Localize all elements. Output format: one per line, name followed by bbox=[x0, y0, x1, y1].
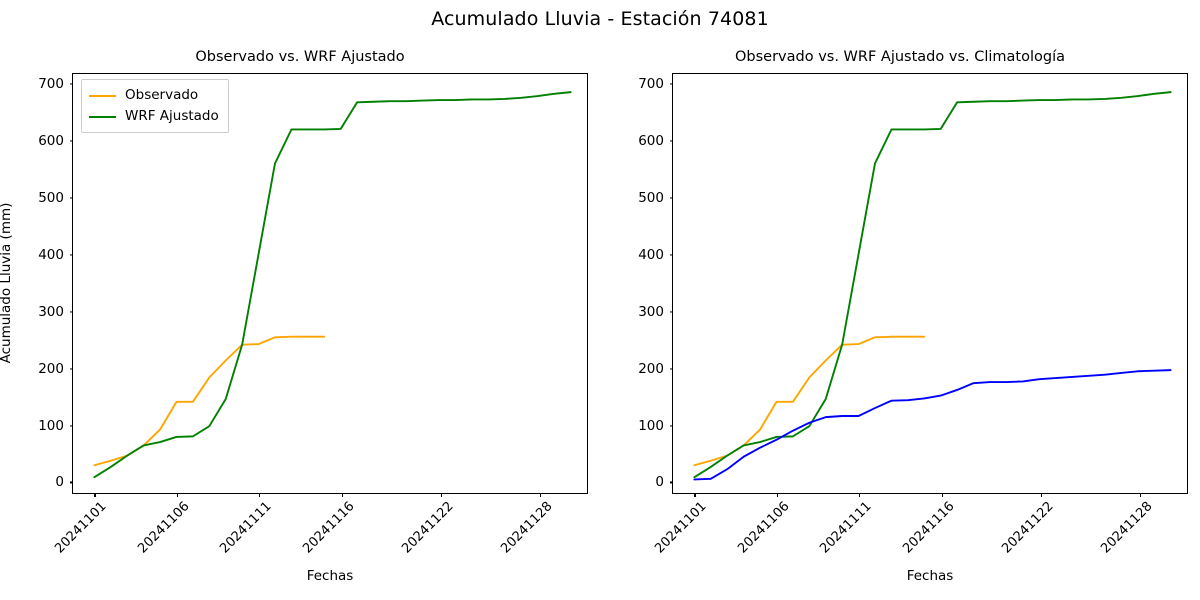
ytick-mark-left-3 bbox=[69, 311, 73, 313]
ytick-mark-left-7 bbox=[69, 83, 73, 85]
legend-item-left-0[interactable]: Observado bbox=[89, 85, 219, 106]
ytick-label-left-6: 600 bbox=[38, 133, 64, 150]
ytick-mark-right-7 bbox=[669, 83, 673, 85]
xtick-label-right-3: 20241116 bbox=[899, 499, 958, 557]
ytick-label-left-4: 400 bbox=[38, 246, 64, 263]
legend-label: WRF Ajustado bbox=[125, 107, 219, 124]
xtick-label-right-0: 20241101 bbox=[652, 499, 711, 557]
ytick-label-right-4: 400 bbox=[638, 246, 664, 263]
panel-left: Observado vs. WRF Ajustado Acumulado Llu… bbox=[0, 49, 588, 584]
ytick-mark-right-0 bbox=[669, 481, 673, 484]
panel-left-plot-area: 0 100 200 300 400 500 600 700 20241101 20241106 20… bbox=[38, 73, 588, 556]
ytick-mark-right-4 bbox=[669, 254, 673, 256]
ytick-mark-right-2 bbox=[669, 368, 673, 370]
line-observado bbox=[94, 337, 324, 466]
xtick-mark-right-2 bbox=[859, 493, 861, 497]
xtick-label-left-1: 20241106 bbox=[135, 499, 193, 557]
ytick-label-right-2: 200 bbox=[638, 360, 664, 377]
ytick-label-left-2: 200 bbox=[38, 360, 64, 377]
panel-right-title: Observado vs. WRF Ajustado vs. Climatolo… bbox=[735, 49, 1065, 65]
ytick-mark-left-2 bbox=[69, 368, 73, 370]
panel-left-xlabel: Fechas bbox=[306, 568, 354, 584]
xtick-mark-right-4 bbox=[1040, 493, 1042, 497]
panel-left-title: Observado vs. WRF Ajustado bbox=[195, 49, 405, 65]
line-wrf-ajustado bbox=[694, 92, 1170, 477]
xtick-label-right-5: 20241128 bbox=[1097, 499, 1156, 557]
xtick-mark-left-2 bbox=[259, 493, 261, 497]
figure-title: Acumulado Lluvia - Estación 74081 bbox=[431, 8, 769, 30]
xtick-label-left-3: 20241116 bbox=[299, 499, 358, 557]
ytick-label-right-1: 100 bbox=[638, 417, 664, 434]
panel-right: Observado vs. WRF Ajustado vs. Climatolo… bbox=[600, 0, 1200, 600]
ytick-mark-left-6 bbox=[69, 140, 73, 142]
ytick-mark-left-4 bbox=[69, 254, 73, 256]
ytick-label-right-7: 700 bbox=[638, 76, 664, 93]
xtick-mark-left-3 bbox=[341, 493, 343, 497]
ytick-label-right-3: 300 bbox=[638, 303, 664, 320]
ytick-label-left-0: 0 bbox=[55, 474, 64, 491]
panel-right-plot-area: 0 100 200 300 400 500 600 700 20241101 20241106 20… bbox=[638, 73, 1188, 556]
panel-left-lines bbox=[73, 74, 587, 493]
xtick-mark-right-1 bbox=[776, 493, 778, 497]
panel-left-legend: Observado WRF Ajustado bbox=[81, 79, 229, 133]
legend-swatch-icon bbox=[89, 115, 116, 118]
ytick-label-left-3: 300 bbox=[38, 303, 64, 320]
ytick-mark-left-0 bbox=[69, 481, 73, 484]
line-climatolog-a-observada bbox=[694, 370, 1170, 479]
xtick-label-left-2: 20241111 bbox=[217, 499, 275, 557]
legend-label: Observado bbox=[125, 86, 199, 103]
ytick-mark-right-1 bbox=[669, 425, 673, 427]
xtick-mark-left-1 bbox=[176, 493, 178, 497]
xtick-label-left-5: 20241128 bbox=[497, 499, 556, 557]
xtick-mark-right-5 bbox=[1139, 493, 1141, 497]
panel-right-xlabel: Fechas bbox=[906, 568, 954, 584]
xtick-label-right-2: 20241111 bbox=[817, 499, 875, 557]
ytick-mark-right-5 bbox=[669, 197, 673, 199]
xtick-mark-right-0 bbox=[694, 493, 696, 497]
line-wrf-ajustado bbox=[94, 92, 570, 477]
panel-left-ylabel: Acumulado Lluvia (mm) bbox=[0, 202, 14, 364]
xtick-label-right-1: 20241106 bbox=[735, 499, 793, 557]
ytick-mark-left-5 bbox=[69, 197, 73, 199]
ytick-label-right-6: 600 bbox=[638, 133, 664, 150]
ytick-label-right-0: 0 bbox=[655, 474, 664, 491]
ytick-mark-left-1 bbox=[69, 425, 73, 427]
panel-right-lines bbox=[673, 74, 1187, 493]
ytick-mark-right-6 bbox=[669, 140, 673, 142]
ytick-label-left-1: 100 bbox=[38, 417, 64, 434]
xtick-mark-left-0 bbox=[94, 493, 96, 497]
xtick-mark-left-4 bbox=[440, 493, 442, 497]
xtick-mark-right-3 bbox=[941, 493, 943, 497]
xtick-label-right-4: 20241122 bbox=[998, 499, 1057, 557]
ytick-label-left-7: 700 bbox=[38, 76, 64, 93]
ytick-label-right-5: 500 bbox=[638, 190, 664, 207]
ytick-label-left-5: 500 bbox=[38, 190, 64, 207]
legend-swatch-icon bbox=[89, 94, 116, 97]
legend-item-left-1[interactable]: WRF Ajustado bbox=[89, 106, 219, 127]
ytick-mark-right-3 bbox=[669, 311, 673, 313]
xtick-mark-left-5 bbox=[539, 493, 541, 497]
xtick-label-left-0: 20241101 bbox=[52, 499, 111, 557]
xtick-label-left-4: 20241122 bbox=[398, 499, 457, 557]
